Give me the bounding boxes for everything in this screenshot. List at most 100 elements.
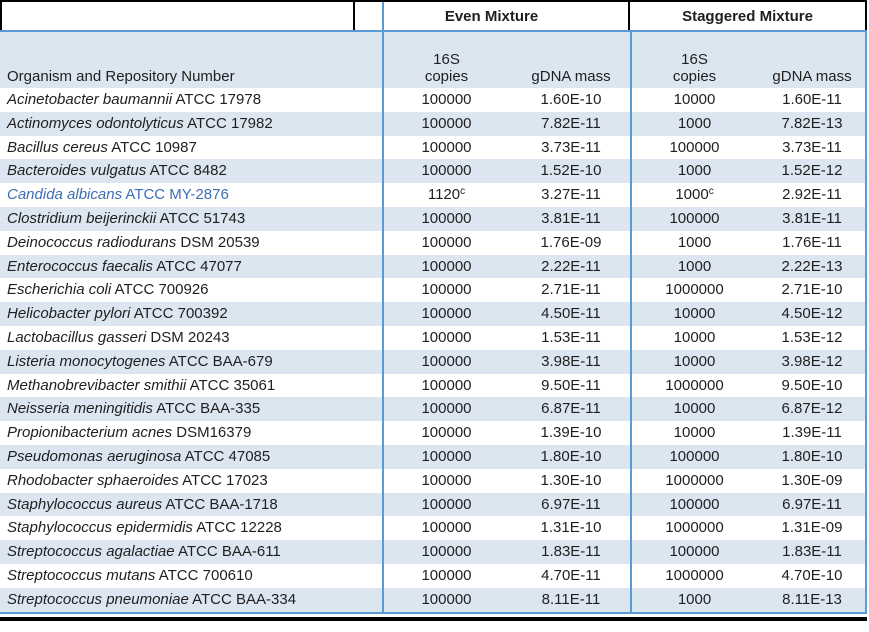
organism-name: Rhodobacter sphaeroides: [7, 471, 179, 489]
staggered-16s-copies-cell: 100000: [669, 543, 720, 561]
even-16s-label: 16S: [433, 51, 460, 68]
organism-name: Actinomyces odontolyticus: [7, 114, 184, 132]
repository-number: ATCC 35061: [186, 376, 276, 394]
column-separator-line: [382, 2, 384, 614]
even-16s-copies-cell: 100000: [421, 519, 472, 537]
repository-number: ATCC 700392: [130, 305, 228, 323]
staggered-16s-copies-cell: 1000000: [665, 471, 724, 489]
staggered-gdna-mass-cell: 8.11E-13: [782, 590, 842, 608]
organism-name: Streptococcus pneumoniae: [7, 590, 189, 608]
group-header-row: Even Mixture Staggered Mixture: [0, 0, 867, 30]
organism-cell: Streptococcus agalactiae ATCC BAA-611: [0, 540, 383, 564]
table-row: Clostridium beijerinckii ATCC 51743 1000…: [0, 206, 867, 231]
staggered-16s-copies-cell: 1000: [677, 257, 712, 275]
header-divider-line: [0, 30, 867, 32]
even-gdna-mass-cell: 1.31E-10: [540, 519, 602, 537]
even-16s-copies-header: 16S copies: [383, 32, 510, 88]
staggered-gdna-mass-cell: 1.30E-09: [781, 471, 843, 489]
staggered-16s-copies-header: 16S copies: [632, 32, 757, 88]
even-16s-copies-cell: 100000: [421, 114, 472, 132]
even-gdna-mass-cell: 2.22E-11: [541, 257, 601, 275]
table-row: Enterococcus faecalis ATCC 47077 100000 …: [0, 254, 867, 279]
even-gdna-mass-cell: 4.70E-11: [541, 566, 601, 584]
even-gdna-mass-cell: 1.30E-10: [540, 471, 602, 489]
even-16s-copies-cell: 100000: [421, 352, 472, 370]
even-16s-copies-cell: 100000: [421, 424, 472, 442]
table-row: Staphylococcus aureus ATCC BAA-1718 1000…: [0, 492, 867, 517]
even-gdna-mass-cell: 3.81E-11: [541, 209, 601, 227]
staggered-gdna-mass-cell: 2.92E-11: [782, 186, 842, 204]
organism-cell: Helicobacter pylori ATCC 700392: [0, 302, 383, 326]
organism-name: Helicobacter pylori: [7, 305, 131, 323]
staggered-16s-copies-cell: 100000: [669, 138, 720, 156]
organism-name: Bacteroides vulgatus: [7, 162, 147, 180]
staggered-16s-copies-cell: 1000: [677, 114, 712, 132]
table-row: Streptococcus mutans ATCC 700610 100000 …: [0, 564, 867, 588]
organism-name: Staphylococcus epidermidis: [7, 519, 193, 537]
repository-number: DSM 20539: [176, 233, 260, 251]
table-row: Actinomyces odontolyticus ATCC 17982 100…: [0, 111, 867, 136]
staggered-16s-copies-cell: 1000000: [665, 519, 724, 537]
even-gdna-mass-cell: 7.82E-11: [541, 114, 601, 132]
even-gdna-mass-cell: 3.27E-11: [541, 186, 601, 204]
even-copies-label: copies: [424, 68, 469, 85]
organism-cell: Bacillus cereus ATCC 10987: [0, 136, 383, 160]
table-row: Streptococcus pneumoniae ATCC BAA-334 10…: [0, 587, 867, 612]
organism-cell: Pseudomonas aeruginosa ATCC 47085: [0, 445, 383, 469]
staggered-gdna-mass-cell: 2.22E-13: [781, 257, 843, 275]
repository-number: ATCC 10987: [107, 138, 197, 156]
staggered-copies-label: copies: [672, 68, 717, 85]
even-gdna-mass-cell: 9.50E-11: [541, 376, 601, 394]
organism-name: Methanobrevibacter smithii: [7, 376, 187, 394]
even-gdna-mass-cell: 1.80E-10: [540, 447, 602, 465]
even-gdna-mass-cell: 3.98E-11: [541, 352, 601, 370]
organism-cell: Lactobacillus gasseri DSM 20243: [0, 326, 383, 350]
group-header-even-mixture: Even Mixture: [355, 2, 630, 30]
table-right-border-line: [865, 30, 867, 614]
table-row: Deinococcus radiodurans DSM 20539 100000…: [0, 231, 867, 255]
staggered-16s-copies-cell: 1000: [677, 162, 712, 180]
staggered-gdna-mass-cell: 4.50E-12: [781, 305, 843, 323]
table-row: Methanobrevibacter smithii ATCC 35061 10…: [0, 374, 867, 398]
even-gdna-mass-cell: 1.53E-11: [541, 328, 601, 346]
staggered-gdna-mass-cell: 4.70E-10: [781, 566, 843, 584]
table-row: Helicobacter pylori ATCC 700392 100000 4…: [0, 302, 867, 326]
organism-cell: Staphylococcus epidermidis ATCC 12228: [0, 516, 383, 540]
even-16s-copies-cell: 100000: [421, 590, 472, 608]
staggered-gdna-mass-cell: 6.97E-11: [782, 495, 842, 513]
organism-cell: Staphylococcus aureus ATCC BAA-1718: [0, 493, 383, 517]
footnote-superscript: c: [708, 186, 714, 198]
repository-number: ATCC 17978: [172, 91, 262, 108]
group-header-staggered-mixture: Staggered Mixture: [630, 2, 867, 30]
even-16s-copies-cell: 100000: [421, 447, 472, 465]
organism-cell: Streptococcus pneumoniae ATCC BAA-334: [0, 588, 383, 612]
staggered-gdna-mass-cell: 1.76E-11: [782, 233, 842, 251]
staggered-gdna-mass-cell: 3.98E-12: [781, 352, 843, 370]
even-gdna-mass-cell: 1.39E-10: [540, 424, 602, 442]
organism-cell: Candida albicans ATCC MY-2876: [0, 183, 383, 207]
table-row: Pseudomonas aeruginosa ATCC 47085 100000…: [0, 444, 867, 469]
organism-name: Streptococcus agalactiae: [7, 543, 175, 561]
organism-cell: Neisseria meningitidis ATCC BAA-335: [0, 397, 383, 421]
staggered-gdna-mass-header: gDNA mass: [772, 68, 852, 85]
table-row: Acinetobacter baumannii ATCC 17978 10000…: [0, 88, 867, 112]
repository-number: ATCC 12228: [192, 519, 282, 537]
organism-name: Bacillus cereus: [7, 138, 108, 156]
staggered-gdna-mass-cell: 1.83E-11: [782, 543, 842, 561]
staggered-16s-copies-cell: 10000: [673, 328, 716, 346]
even-16s-copies-cell: 100000: [421, 281, 472, 299]
organism-name: Escherichia coli: [7, 281, 112, 299]
staggered-gdna-mass-cell: 1.60E-11: [782, 91, 842, 108]
even-gdna-mass-cell: 6.87E-11: [541, 400, 601, 418]
organism-name: Listeria monocytogenes: [7, 352, 166, 370]
staggered-16s-copies-cell: 100000: [669, 447, 720, 465]
organism-name: Propionibacterium acnes: [7, 424, 173, 442]
organism-cell: Bacteroides vulgatus ATCC 8482: [0, 159, 383, 183]
staggered-16s-copies-cell: 10000: [673, 424, 716, 442]
even-16s-copies-cell: 100000: [421, 305, 472, 323]
organism-cell: Deinococcus radiodurans DSM 20539: [0, 231, 383, 255]
organism-name: Clostridium beijerinckii: [7, 209, 157, 227]
even-16s-copies-cell: 100000: [421, 162, 472, 180]
organism-cell: Listeria monocytogenes ATCC BAA-679: [0, 350, 383, 374]
table-row: Lactobacillus gasseri DSM 20243 100000 1…: [0, 326, 867, 350]
